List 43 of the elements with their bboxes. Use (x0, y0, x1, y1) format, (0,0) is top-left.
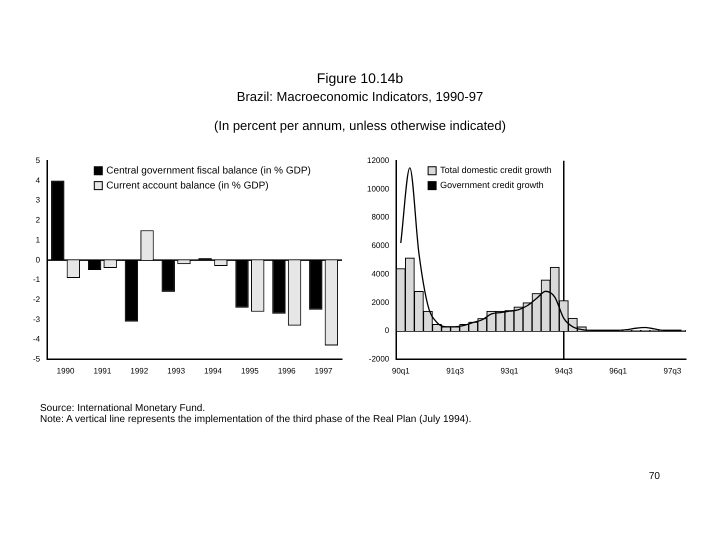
x-tick-label: 90q1 (392, 366, 410, 376)
y-tick-label: -2000 (368, 354, 390, 364)
y-tick-label: 2000 (371, 298, 390, 307)
legend-label: Central government fiscal balance (in % GDP) (106, 165, 311, 176)
y-tick-label: 0 (36, 255, 41, 264)
x-tick-label: 96q1 (609, 366, 628, 376)
y-tick-label: -4 (32, 334, 41, 344)
y-tick-label: 8000 (371, 212, 390, 222)
legend-label: Government credit growth (440, 180, 544, 190)
chart-title: Figure 10.14b (316, 70, 404, 86)
x-tick-label: 1994 (204, 366, 222, 376)
y-tick-label: -5 (32, 354, 41, 364)
y-tick-label: 2 (36, 216, 41, 225)
x-tick-label: 1996 (278, 366, 296, 376)
y-tick-label: 4 (36, 176, 41, 185)
x-tick-label: 1995 (240, 366, 260, 376)
x-tick-label: 94q3 (554, 366, 574, 376)
text: (In percent per annum, unless otherwise indicated) (213, 118, 507, 133)
x-tick-label: 97q3 (664, 366, 682, 376)
y-tick-label: 12000 (366, 156, 390, 166)
y-tick-label: -3 (32, 314, 41, 324)
y-tick-label: 0 (384, 326, 390, 336)
legend-label: Current account balance (in % GDP) (106, 180, 269, 192)
x-tick-label: 91q3 (446, 366, 465, 376)
x-tick-label: 1997 (314, 366, 334, 376)
y-tick-label: 1 (36, 235, 41, 244)
text: Note: A vertical line represents the implementation of the third phase of the Real Plan (July 1994). (40, 414, 472, 425)
chart-subtitle: Brazil: Macroeconomic Indicators, 1990-97 (236, 89, 484, 104)
y-tick-label: 6000 (371, 241, 390, 250)
x-tick-label: 1992 (130, 366, 149, 376)
y-tick-label: 5 (36, 156, 41, 166)
text: 70 (648, 471, 661, 482)
y-tick-label: 10000 (366, 184, 390, 194)
legend-label: Total domestic credit growth (440, 165, 552, 176)
x-tick-label: 93q1 (500, 366, 519, 376)
y-tick-label: -2 (32, 295, 41, 304)
x-tick-label: 1993 (167, 366, 186, 376)
y-tick-label: 4000 (371, 269, 390, 278)
y-tick-label: -1 (32, 275, 41, 284)
x-tick-label: 1991 (94, 366, 112, 376)
y-tick-label: 3 (36, 196, 41, 205)
source-note: Source: International Monetary Fund. (40, 403, 206, 414)
x-tick-label: 1990 (56, 366, 75, 376)
